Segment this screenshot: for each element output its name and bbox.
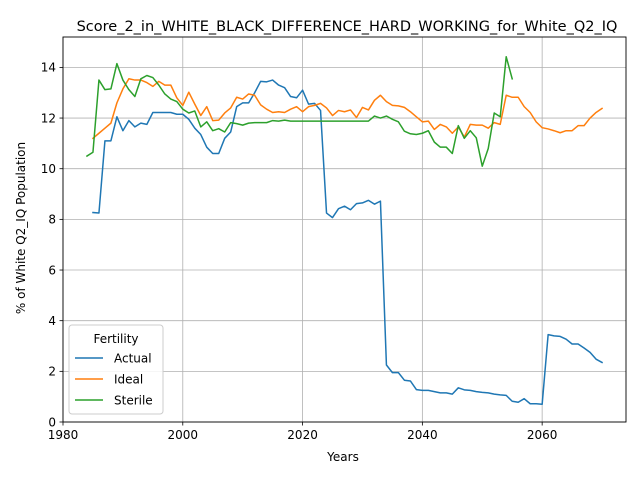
y-tick-label: 0 xyxy=(48,415,56,429)
y-tick-label: 8 xyxy=(48,213,56,227)
legend-title: Fertility xyxy=(93,332,138,346)
y-tick-label: 14 xyxy=(41,61,56,75)
x-tick-label: 2040 xyxy=(407,428,438,442)
plot-frame xyxy=(62,36,627,423)
y-tick-label: 12 xyxy=(41,111,56,125)
legend-box xyxy=(68,324,164,415)
grid xyxy=(62,37,626,423)
x-axis: 1980 2000 2020 2040 2060 xyxy=(48,422,558,442)
x-tick-label: 1980 xyxy=(48,428,79,442)
legend-items: Actual Ideal Sterile xyxy=(75,351,153,407)
x-tick-label: 2020 xyxy=(287,428,318,442)
series-line-sterile xyxy=(85,56,514,167)
chart-title: Score_2_in_WHITE_BLACK_DIFFERENCE_HARD_W… xyxy=(77,19,618,35)
series-line-actual xyxy=(92,79,604,406)
series-line-ideal xyxy=(91,78,604,140)
y-tick-label: 6 xyxy=(48,263,56,277)
x-axis-label: Years xyxy=(326,450,359,464)
plot-lines xyxy=(85,56,604,406)
y-tick-label: 10 xyxy=(41,162,56,176)
y-tick-label: 4 xyxy=(48,314,56,328)
legend-label-ideal: Ideal xyxy=(114,372,143,386)
y-tick-label: 2 xyxy=(48,365,56,379)
legend: Fertility Actual Ideal Sterile xyxy=(68,324,164,415)
x-tick-label: 2060 xyxy=(527,428,558,442)
legend-label-actual: Actual xyxy=(114,351,152,365)
y-axis-label: % of White Q2_IQ Population xyxy=(14,142,28,314)
y-axis: 0 2 4 6 8 10 12 14 xyxy=(41,61,63,429)
legend-label-sterile: Sterile xyxy=(114,393,153,407)
x-tick-label: 2000 xyxy=(168,428,199,442)
